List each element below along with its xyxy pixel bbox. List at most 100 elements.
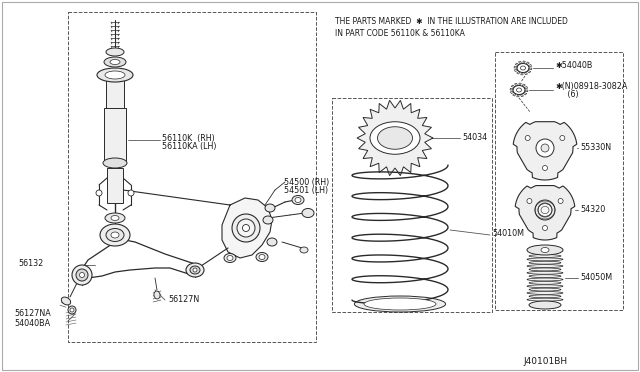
Ellipse shape <box>364 298 436 310</box>
Ellipse shape <box>100 224 130 246</box>
Text: 55330N: 55330N <box>580 144 611 153</box>
Polygon shape <box>523 61 525 63</box>
Ellipse shape <box>70 308 74 312</box>
Ellipse shape <box>527 258 563 261</box>
Text: 54320: 54320 <box>580 205 605 215</box>
Bar <box>68 12 316 342</box>
Ellipse shape <box>535 200 555 220</box>
Text: 54010M: 54010M <box>492 230 524 238</box>
Text: 54500 (RH): 54500 (RH) <box>284 179 329 187</box>
Bar <box>495 52 623 310</box>
Ellipse shape <box>61 297 70 305</box>
Ellipse shape <box>292 196 304 205</box>
Polygon shape <box>516 71 520 74</box>
Polygon shape <box>529 68 532 70</box>
Bar <box>332 98 492 312</box>
Polygon shape <box>524 87 528 89</box>
Ellipse shape <box>541 247 549 253</box>
Text: 56110KA (LH): 56110KA (LH) <box>162 142 216 151</box>
Ellipse shape <box>190 266 200 274</box>
Text: 54501 (LH): 54501 (LH) <box>284 186 328 196</box>
Ellipse shape <box>355 296 445 312</box>
Text: 56110K  (RH): 56110K (RH) <box>162 134 215 142</box>
Ellipse shape <box>527 298 563 301</box>
Ellipse shape <box>529 261 561 264</box>
Ellipse shape <box>527 271 563 274</box>
Ellipse shape <box>259 254 265 260</box>
Polygon shape <box>526 62 529 64</box>
Text: THE PARTS MARKED  ✱  IN THE ILLUSTRATION ARE INCLUDED: THE PARTS MARKED ✱ IN THE ILLUSTRATION A… <box>335 17 568 26</box>
Text: (6): (6) <box>555 90 579 99</box>
Polygon shape <box>515 186 575 240</box>
Ellipse shape <box>527 199 532 203</box>
Ellipse shape <box>243 224 250 231</box>
Ellipse shape <box>186 263 204 277</box>
Ellipse shape <box>110 60 120 64</box>
Ellipse shape <box>527 285 563 288</box>
Polygon shape <box>510 91 514 93</box>
Ellipse shape <box>105 71 125 79</box>
Ellipse shape <box>224 253 236 263</box>
Polygon shape <box>521 73 523 75</box>
Ellipse shape <box>263 216 273 224</box>
Ellipse shape <box>541 144 549 152</box>
Polygon shape <box>514 66 517 68</box>
Text: 56132: 56132 <box>18 259 44 267</box>
Ellipse shape <box>227 256 233 260</box>
Ellipse shape <box>370 122 420 154</box>
Ellipse shape <box>527 245 563 255</box>
Ellipse shape <box>68 306 76 314</box>
Bar <box>106 78 124 108</box>
Ellipse shape <box>527 292 563 294</box>
Polygon shape <box>522 84 525 86</box>
Ellipse shape <box>529 301 561 309</box>
Ellipse shape <box>295 198 301 202</box>
Polygon shape <box>519 83 522 85</box>
Text: 54050M: 54050M <box>580 273 612 282</box>
Polygon shape <box>525 72 527 75</box>
Text: ✱54040B: ✱54040B <box>555 61 593 71</box>
Ellipse shape <box>558 199 563 203</box>
Text: IN PART CODE 56110K & 56110KA: IN PART CODE 56110K & 56110KA <box>335 29 465 38</box>
Polygon shape <box>528 64 532 67</box>
Text: J40101BH: J40101BH <box>524 357 568 366</box>
Text: 54034: 54034 <box>462 134 487 142</box>
Ellipse shape <box>72 265 92 285</box>
Polygon shape <box>511 85 515 87</box>
Polygon shape <box>527 71 531 73</box>
Polygon shape <box>515 83 518 86</box>
Ellipse shape <box>527 264 563 267</box>
Polygon shape <box>520 94 524 97</box>
Ellipse shape <box>106 48 124 56</box>
Ellipse shape <box>193 268 197 272</box>
Polygon shape <box>524 93 527 95</box>
Ellipse shape <box>76 269 88 281</box>
Text: 54040BA: 54040BA <box>14 318 50 327</box>
Ellipse shape <box>516 88 522 92</box>
Polygon shape <box>515 63 519 65</box>
Ellipse shape <box>128 190 134 196</box>
Polygon shape <box>518 61 522 64</box>
Ellipse shape <box>79 273 84 278</box>
Text: ✱(N)08918-3082A: ✱(N)08918-3082A <box>555 83 627 92</box>
Polygon shape <box>513 122 577 180</box>
Ellipse shape <box>300 247 308 253</box>
Polygon shape <box>510 88 513 90</box>
Ellipse shape <box>232 214 260 242</box>
Text: 56127N: 56127N <box>168 295 199 304</box>
Ellipse shape <box>529 288 561 291</box>
Polygon shape <box>516 95 519 97</box>
Ellipse shape <box>529 282 561 284</box>
Ellipse shape <box>302 208 314 218</box>
Ellipse shape <box>237 219 255 237</box>
Ellipse shape <box>265 204 275 212</box>
Ellipse shape <box>543 166 547 170</box>
Ellipse shape <box>520 66 525 70</box>
Ellipse shape <box>560 135 565 141</box>
Ellipse shape <box>529 275 561 278</box>
Ellipse shape <box>538 203 552 217</box>
Ellipse shape <box>106 228 124 241</box>
Ellipse shape <box>536 139 554 157</box>
Ellipse shape <box>529 268 561 271</box>
Ellipse shape <box>525 135 530 141</box>
